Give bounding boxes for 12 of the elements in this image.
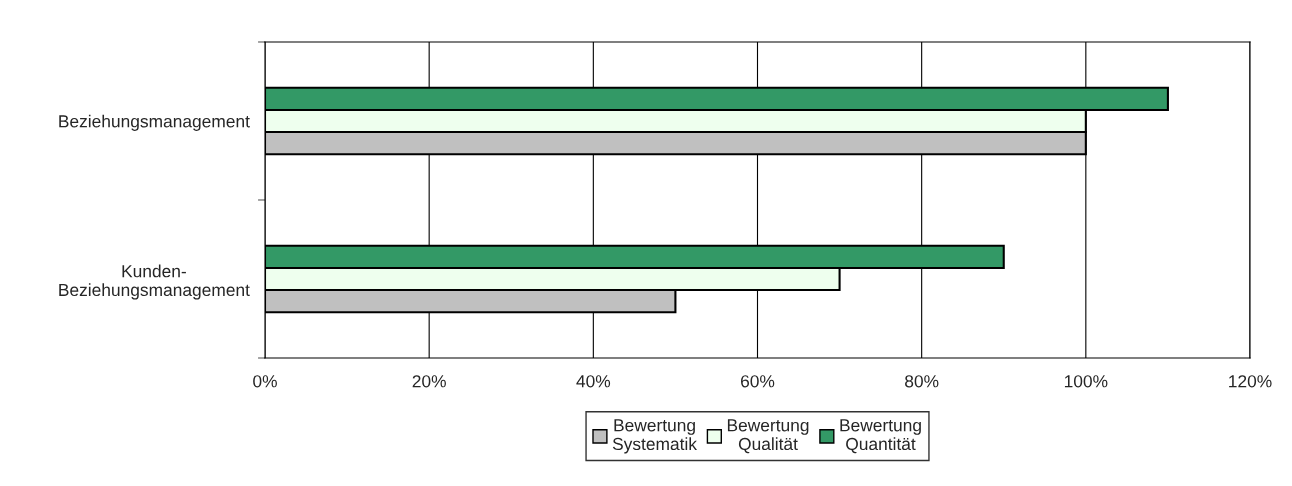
y-tick-label: Kunden- Beziehungsmanagement [59, 264, 250, 300]
x-tick-label: 80% [905, 375, 939, 388]
x-tick-label: 40% [576, 375, 611, 388]
x-tick-label: 20% [412, 375, 446, 388]
legend-label: Bewertung Qualität [727, 419, 809, 454]
legend-label: Bewertung Systematik [612, 419, 698, 454]
legend-label: Bewertung Quantität [840, 419, 921, 454]
x-tick-label: 0% [253, 375, 277, 388]
x-tick-label: 120% [1229, 375, 1272, 388]
y-tick-label: Beziehungsmanagement [59, 114, 250, 131]
x-tick-label: 100% [1064, 375, 1108, 388]
x-tick-label: 60% [741, 375, 775, 388]
